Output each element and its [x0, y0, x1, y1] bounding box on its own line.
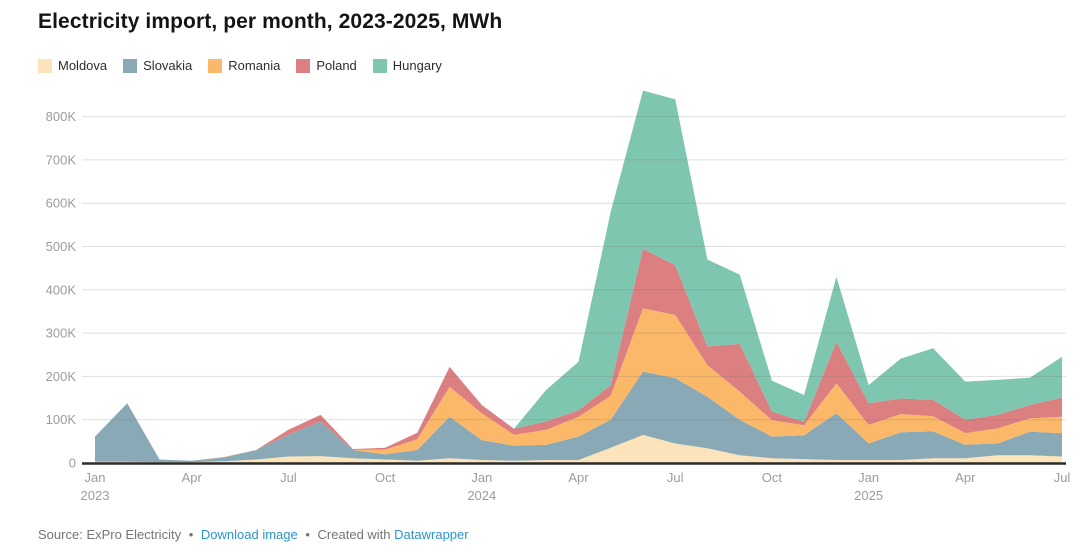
area-slovakia — [95, 371, 1062, 463]
y-axis-tick-label: 400K — [46, 282, 77, 297]
y-axis-tick-label: 200K — [46, 369, 77, 384]
datawrapper-link[interactable]: Datawrapper — [394, 527, 469, 542]
legend-item-romania: Romania — [208, 58, 280, 73]
y-axis-tick-label: 0 — [69, 456, 76, 471]
download-image-link[interactable]: Download image — [200, 527, 298, 542]
legend: Moldova Slovakia Romania Poland Hungary — [38, 58, 442, 73]
area-moldova — [95, 434, 1062, 463]
footer-separator: • — [188, 527, 194, 542]
legend-item-moldova: Moldova — [38, 58, 107, 73]
legend-label: Moldova — [58, 58, 108, 73]
area-romania — [95, 308, 1062, 461]
chart-footer: Source: ExPro Electricity • Download ima… — [38, 527, 469, 542]
x-axis-year-label: 2025 — [854, 488, 883, 503]
legend-label: Romania — [228, 58, 281, 73]
y-axis-tick-label: 500K — [46, 239, 77, 254]
x-axis-tick-label: Jan — [85, 470, 106, 485]
x-axis-tick-label: Apr — [182, 470, 203, 485]
created-with-text: Created with — [317, 527, 391, 542]
x-axis-tick-label: Jan — [858, 470, 879, 485]
area-hungary — [95, 90, 1062, 461]
y-axis-tick-label: 600K — [46, 196, 77, 211]
legend-item-hungary: Hungary — [372, 58, 442, 73]
x-axis-tick-label: Apr — [955, 470, 976, 485]
x-axis-tick-label: Oct — [762, 470, 783, 485]
x-axis-tick-label: Jul — [1054, 470, 1071, 485]
legend-label: Poland — [316, 58, 357, 73]
x-axis-tick-label: Oct — [375, 470, 396, 485]
x-axis-tick-label: Jul — [280, 470, 297, 485]
legend-swatch-poland — [296, 58, 311, 73]
x-axis-tick-label: Jul — [667, 470, 684, 485]
source-prefix: Source: — [38, 527, 83, 542]
x-axis-tick-label: Jan — [471, 470, 492, 485]
legend-label: Slovakia — [143, 58, 193, 73]
legend-item-poland: Poland — [296, 58, 357, 73]
legend-swatch-moldova — [38, 58, 52, 73]
y-axis-tick-label: 800K — [46, 109, 77, 124]
y-axis-tick-label: 300K — [46, 326, 77, 341]
legend-item-slovakia: Slovakia — [123, 58, 192, 73]
legend-swatch-romania — [208, 58, 223, 73]
y-axis-tick-label: 100K — [46, 412, 77, 427]
footer-separator: • — [305, 527, 310, 542]
legend-label: Hungary — [392, 58, 442, 73]
legend-swatch-slovakia — [123, 58, 138, 73]
y-axis-tick-label: 700K — [46, 152, 77, 167]
x-axis-tick-label: Apr — [568, 470, 589, 485]
x-axis-year-label: 2023 — [81, 488, 110, 503]
chart-title: Electricity import, per month, 2023-2025… — [38, 10, 503, 33]
legend-swatch-hungary — [372, 58, 387, 73]
x-axis-year-label: 2024 — [467, 488, 496, 503]
source-name: ExPro Electricity — [86, 527, 182, 542]
